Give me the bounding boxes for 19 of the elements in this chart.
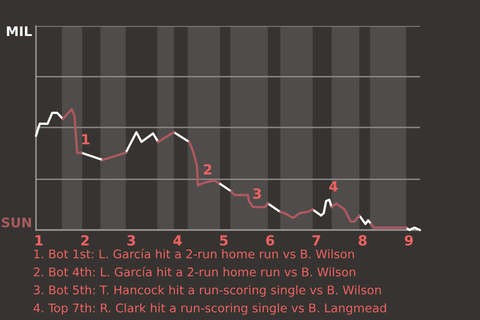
text: SUN [2,217,31,228]
x-tick-label: 2 [81,235,89,246]
annotation: 3 [253,188,261,199]
x-tick-label: 1 [36,235,43,246]
text: 2. Bot 4th: L. García hit a 2-run home run vs B. Wilson [34,266,356,276]
text: MIL [6,26,32,36]
x-tick-label: 3 [127,235,136,246]
text: 3. Bot 5th: T. Hancock hit a run-scoring single vs B. Wilson [34,285,381,297]
text: 4. Top 7th: R. Clark hit a run-scoring single vs B. Langmead [34,303,386,315]
x-tick-label: 6 [266,235,274,246]
annotation: 4 [329,181,338,192]
x-tick-label: 8 [358,235,367,246]
annotation: 1 [82,134,90,144]
x-tick-label: 7 [312,235,320,246]
text: 1. Bot 1st: L. García hit a 2-run home run vs B. Wilson [34,248,354,258]
x-tick-label: 5 [220,235,228,246]
x-tick-label: 4 [173,235,182,246]
annotation: 2 [204,164,212,174]
x-tick-label: 9 [404,235,413,246]
